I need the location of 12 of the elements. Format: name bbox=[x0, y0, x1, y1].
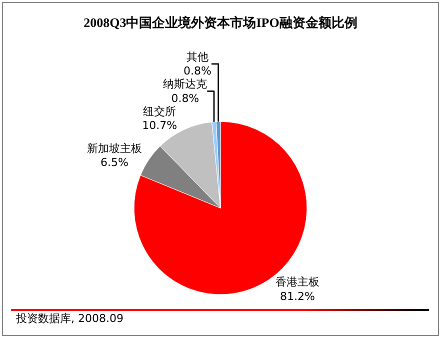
slice-label: 新加坡主板 bbox=[87, 142, 142, 155]
chart-title: 2008Q3中国企业境外资本市场IPO融资金额比例 bbox=[84, 15, 358, 30]
data-label: 81.2% bbox=[280, 290, 315, 303]
text: 投资数据库, 2008.09 bbox=[15, 312, 124, 325]
data-label: 0.8% bbox=[184, 64, 212, 78]
slice-label: 香港主板 bbox=[275, 276, 320, 289]
data-label: 10.7% bbox=[142, 119, 178, 132]
slice-label: 其他 bbox=[186, 50, 209, 64]
data-label: 6.5% bbox=[100, 156, 128, 170]
data-label: 0.8% bbox=[171, 92, 200, 105]
slice-label: 纳斯达克 bbox=[163, 78, 208, 91]
slice-label: 纽交所 bbox=[143, 104, 176, 118]
